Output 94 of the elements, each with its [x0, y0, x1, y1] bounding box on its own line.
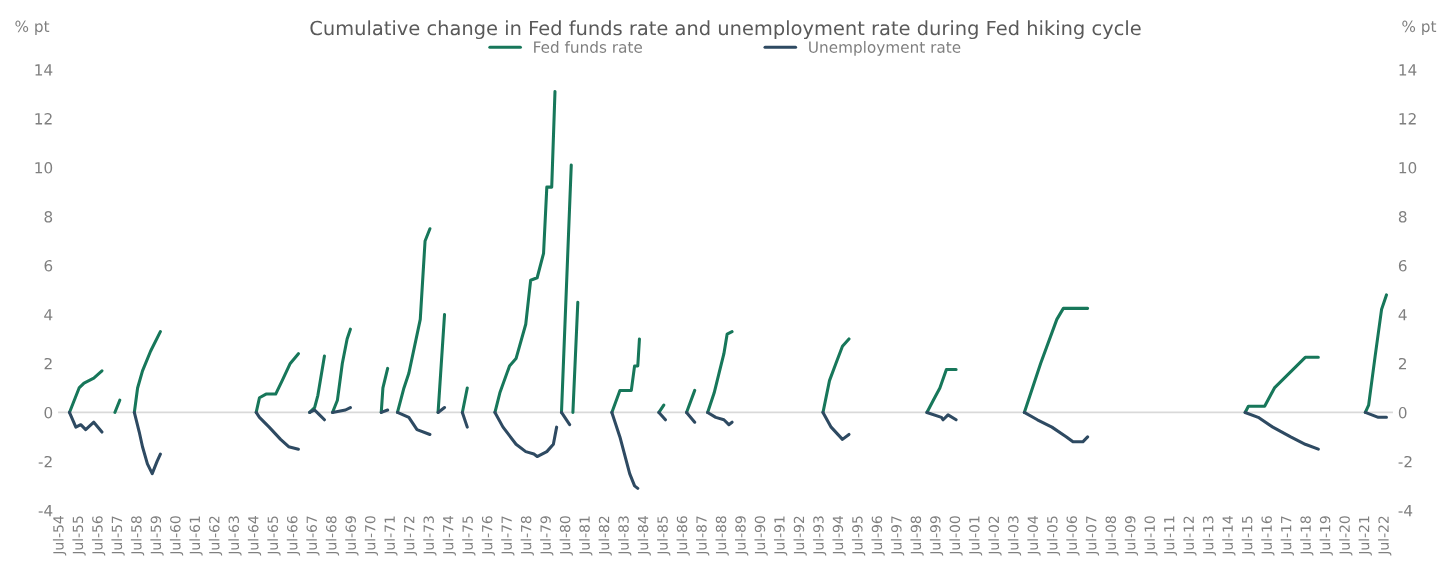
- y-tick-label: 12: [35, 113, 52, 125]
- y2-tick-label: 0: [1398, 406, 1407, 419]
- x-tick-label: Jul-08: [1105, 516, 1119, 556]
- x-tick-label: Jul-88: [715, 516, 729, 556]
- x-tick-label: Jul-10: [1144, 516, 1158, 556]
- x-tick-label: Jul-76: [481, 516, 496, 556]
- x-tick-label: Jul-03: [1007, 516, 1022, 556]
- y-axis-title: % pt: [15, 20, 50, 36]
- x-tick-label: Jul-66: [286, 516, 301, 556]
- y2-tick-label: 10: [1399, 162, 1417, 174]
- y2-tick-label: 8: [1398, 211, 1407, 223]
- x-tick-label: Jul-61: [189, 516, 203, 556]
- x-tick-label: Jul-57: [111, 516, 125, 556]
- x-tick-label: Jul-59: [150, 516, 164, 556]
- x-tick-label: Jul-16: [1261, 516, 1275, 556]
- x-tick-label: Jul-81: [579, 516, 593, 556]
- x-tick-label: Jul-22: [1378, 516, 1392, 556]
- y-tick-label: -2: [38, 455, 52, 468]
- y2-tick-label: 14: [1399, 64, 1417, 76]
- x-tick-label: Jul-62: [208, 516, 223, 556]
- x-tick-label: Jul-07: [1085, 516, 1100, 556]
- x-tick-label: Jul-71: [384, 516, 398, 556]
- x-tick-label: Jul-11: [1163, 516, 1178, 556]
- x-tick-label: Jul-18: [1300, 516, 1314, 556]
- y-tick-label: 8: [44, 211, 53, 223]
- x-tick-label: Jul-90: [754, 516, 768, 556]
- x-tick-label: Jul-86: [676, 516, 690, 556]
- x-tick-label: Jul-15: [1241, 516, 1255, 556]
- x-tick-label: Jul-56: [91, 516, 106, 556]
- x-tick-label: Jul-69: [345, 516, 359, 556]
- x-tick-label: Jul-01: [968, 516, 983, 556]
- x-tick-label: Jul-84: [637, 516, 651, 556]
- x-tick-label: Jul-54: [52, 516, 67, 556]
- x-tick-label: Jul-65: [267, 516, 281, 556]
- y-tick-label: 6: [44, 259, 53, 272]
- y2-tick-label: -4: [1398, 505, 1413, 517]
- y-tick-label: -4: [38, 505, 53, 517]
- x-tick-label: Jul-05: [1046, 516, 1061, 556]
- y-tick-label: 10: [35, 162, 53, 174]
- x-tick-label: Jul-80: [559, 516, 573, 556]
- x-tick-label: Jul-74: [442, 516, 456, 556]
- y-tick-label: 0: [44, 406, 53, 419]
- x-tick-label: Jul-60: [169, 516, 184, 556]
- x-tick-label: Jul-70: [364, 516, 379, 556]
- y2-tick-label: 4: [1398, 309, 1407, 321]
- x-tick-label: Jul-17: [1280, 516, 1294, 556]
- x-tick-label: Jul-09: [1124, 516, 1139, 556]
- x-tick-label: Jul-14: [1222, 516, 1236, 556]
- x-tick-label: Jul-73: [423, 516, 437, 556]
- x-tick-label: Jul-55: [72, 516, 86, 556]
- x-tick-label: Jul-95: [851, 516, 866, 556]
- x-tick-label: Jul-79: [540, 516, 554, 556]
- x-tick-label: Jul-89: [735, 516, 749, 556]
- x-tick-label: Jul-98: [910, 516, 924, 556]
- x-tick-label: Jul-91: [773, 516, 788, 556]
- x-tick-label: Jul-19: [1319, 516, 1333, 556]
- x-tick-label: Jul-77: [501, 516, 515, 556]
- legend-label: Fed funds rate: [534, 41, 643, 53]
- y2-tick-label: 12: [1399, 113, 1416, 125]
- legend-label: Unemployment rate: [809, 41, 961, 56]
- x-tick-label: Jul-93: [812, 516, 827, 556]
- y2-tick-label: 6: [1398, 259, 1407, 272]
- x-tick-label: Jul-64: [247, 516, 262, 556]
- x-tick-label: Jul-78: [520, 516, 534, 556]
- y-tick-label: 2: [44, 357, 52, 370]
- x-tick-label: Jul-00: [949, 516, 963, 556]
- x-tick-label: Jul-75: [462, 516, 476, 556]
- x-tick-label: Jul-21: [1358, 516, 1372, 556]
- y-tick-label: 4: [44, 309, 53, 321]
- y-tick-label: 14: [35, 64, 53, 76]
- x-tick-label: Jul-83: [618, 516, 632, 556]
- x-tick-label: Jul-68: [325, 516, 340, 556]
- y2-tick-label: -2: [1398, 455, 1412, 468]
- x-tick-label: Jul-06: [1066, 516, 1080, 556]
- x-tick-label: Jul-12: [1183, 516, 1197, 556]
- x-tick-label: Jul-92: [793, 516, 807, 556]
- x-tick-label: Jul-13: [1202, 516, 1217, 556]
- x-tick-label: Jul-63: [228, 516, 242, 556]
- x-tick-label: Jul-02: [988, 516, 1002, 556]
- y2-axis-title: % pt: [1402, 20, 1437, 36]
- x-tick-label: Jul-96: [871, 516, 885, 556]
- x-tick-label: Jul-85: [657, 516, 671, 556]
- x-tick-label: Jul-58: [130, 516, 145, 556]
- x-tick-label: Jul-87: [696, 516, 710, 556]
- chart-title: Cumulative change in Fed funds rate and unemployment rate during Fed hiking cycle: [310, 20, 1141, 40]
- x-tick-label: Jul-97: [890, 516, 905, 556]
- x-tick-label: Jul-72: [403, 516, 418, 556]
- x-tick-label: Jul-82: [598, 516, 612, 556]
- x-tick-label: Jul-20: [1339, 516, 1353, 556]
- x-tick-label: Jul-04: [1027, 516, 1041, 556]
- x-tick-label: Jul-67: [306, 516, 320, 556]
- y2-tick-label: 2: [1398, 357, 1407, 370]
- x-tick-label: Jul-94: [832, 516, 846, 556]
- x-tick-label: Jul-99: [929, 516, 944, 556]
